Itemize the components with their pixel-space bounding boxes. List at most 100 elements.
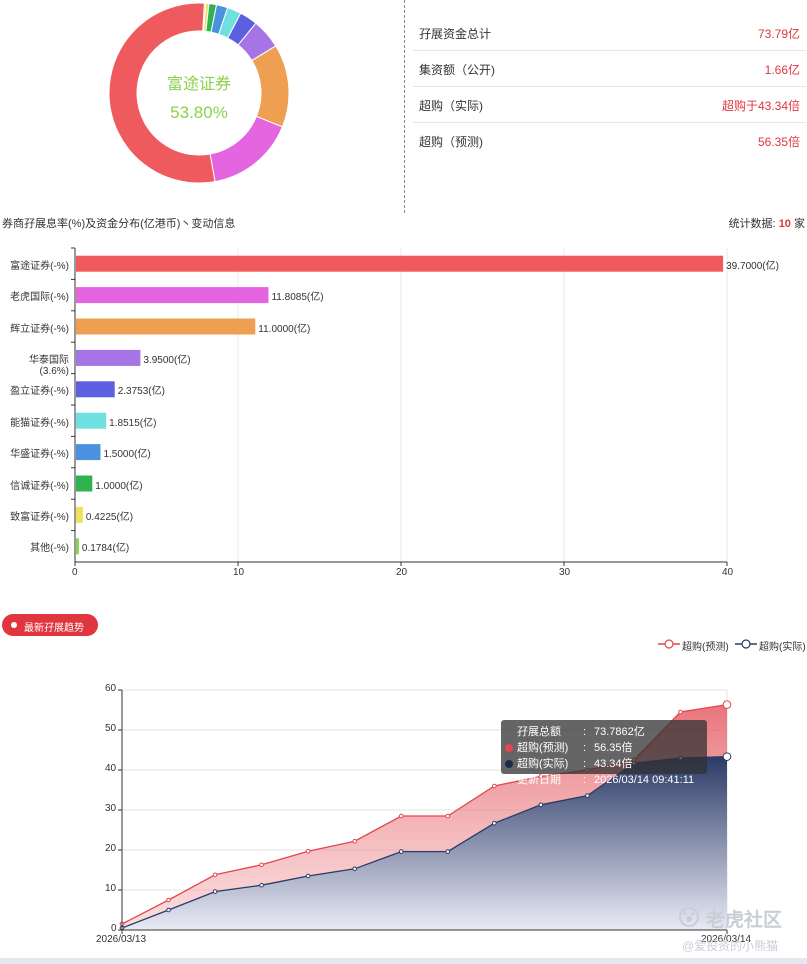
data-point[interactable] xyxy=(259,862,264,868)
y-tick-label: 40 xyxy=(105,763,117,774)
bar-category-label: 华盛证券(-%) xyxy=(10,449,69,461)
tooltip-row-date: 更新日期 : 2026/03/14 09:41:11 xyxy=(501,772,707,788)
bottom-strip xyxy=(0,958,807,964)
summary-label: 集资额（公开) xyxy=(419,63,495,77)
tooltip-row-total: 孖展总额 : 73.7862亿 xyxy=(501,724,707,740)
bar[interactable] xyxy=(76,349,141,366)
data-point[interactable] xyxy=(212,872,218,878)
legend-actual-icon[interactable] xyxy=(734,638,758,650)
data-point[interactable] xyxy=(166,897,171,903)
pill-label: 最新孖展趋势 xyxy=(24,623,84,634)
bar[interactable] xyxy=(76,381,115,398)
data-point[interactable] xyxy=(538,802,544,808)
legend-actual[interactable]: 超购(实际) xyxy=(759,642,806,653)
x-tick-label: 20 xyxy=(396,567,408,578)
line-chart xyxy=(118,689,732,934)
data-point[interactable] xyxy=(492,820,497,826)
predicted-marker-icon xyxy=(505,744,513,752)
tooltip-colon: : xyxy=(583,774,587,786)
donut-slice[interactable] xyxy=(108,2,216,184)
summary-label: 超购（预测) xyxy=(419,135,483,149)
bar-value-label: 0.4225(亿) xyxy=(85,511,134,523)
stat-count: 统计数据: 10 家 xyxy=(729,215,805,231)
watermark-handle: @爱投资的小熊猫 xyxy=(682,939,779,953)
stat-prefix: 统计数据: xyxy=(728,218,779,230)
bar[interactable] xyxy=(76,506,83,523)
watermark-brand: 老虎社区 xyxy=(706,910,783,931)
bar-value-label: 39.7000(亿) xyxy=(726,260,779,272)
bar-chart xyxy=(71,247,728,566)
tooltip-value: 2026/03/14 09:41:11 xyxy=(594,774,695,786)
bar[interactable] xyxy=(76,444,101,461)
data-point[interactable] xyxy=(305,873,311,879)
x-start-label: 2026/03/13 xyxy=(96,934,147,945)
bar[interactable] xyxy=(76,412,107,429)
bar-value-label: 1.8515(亿) xyxy=(109,417,157,429)
legend-predicted-icon[interactable] xyxy=(657,638,681,650)
data-point[interactable] xyxy=(445,849,451,854)
data-point[interactable] xyxy=(445,813,451,819)
summary-value: 56.35倍 xyxy=(757,135,800,149)
legend-predicted[interactable]: 超购(预测) xyxy=(682,642,729,653)
tooltip-key: 更新日期 xyxy=(517,774,561,786)
data-point[interactable] xyxy=(259,882,264,888)
bar-value-label: 11.8085(亿) xyxy=(271,292,324,304)
y-tick-label: 60 xyxy=(105,683,117,694)
bar-category-label: 盈立证券(-%) xyxy=(10,386,69,398)
tooltip-value: 56.35倍 xyxy=(594,742,633,754)
summary-value: 1.66亿 xyxy=(764,63,800,77)
summary-value: 超购于43.34倍 xyxy=(721,99,800,113)
data-point[interactable] xyxy=(722,752,732,761)
bar-value-label: 2.3753(亿) xyxy=(117,386,165,398)
bar-category-label: 华泰国际(3.6%) xyxy=(29,354,69,377)
data-point[interactable] xyxy=(352,838,357,844)
y-tick-label: 0 xyxy=(111,923,117,934)
divider xyxy=(404,0,405,213)
donut-slice[interactable] xyxy=(209,115,284,183)
bar[interactable] xyxy=(76,475,93,492)
bar[interactable] xyxy=(76,287,269,304)
bar[interactable] xyxy=(76,538,79,555)
x-end-label: 2026/03/14 xyxy=(701,934,752,945)
tooltip-colon: : xyxy=(583,726,587,738)
data-point[interactable] xyxy=(305,848,311,854)
tooltip-value: 73.7862亿 xyxy=(594,726,645,738)
summary-row-total: 孖展资金总计 73.79亿 xyxy=(413,14,806,51)
data-point[interactable] xyxy=(538,774,544,779)
x-tick-label: 10 xyxy=(233,567,245,578)
tooltip-colon: : xyxy=(583,758,587,770)
tooltip-value: 43.34倍 xyxy=(594,758,633,770)
tooltip-key: 孖展总额 xyxy=(517,726,561,738)
bar-value-label: 1.5000(亿) xyxy=(103,449,151,461)
data-point[interactable] xyxy=(398,849,404,854)
bar-category-label: 致富证券(-%) xyxy=(10,511,69,523)
summary-label: 超购（实际) xyxy=(419,99,483,113)
data-point[interactable] xyxy=(166,907,171,913)
x-tick-label: 0 xyxy=(72,567,78,578)
y-tick-label: 50 xyxy=(105,723,117,734)
data-point[interactable] xyxy=(212,889,218,894)
data-point[interactable] xyxy=(678,709,683,715)
bar-category-label: 信诚证券(-%) xyxy=(10,480,69,492)
bar-value-label: 3.9500(亿) xyxy=(143,354,191,366)
bar[interactable] xyxy=(76,255,724,272)
summary-label: 孖展资金总计 xyxy=(419,27,492,41)
bar[interactable] xyxy=(76,318,256,335)
x-tick-label: 30 xyxy=(559,567,571,578)
tooltip-row-predicted: 超购(预测) : 56.35倍 xyxy=(501,740,707,756)
data-point[interactable] xyxy=(398,813,404,819)
summary-value: 73.79亿 xyxy=(757,27,800,41)
pill-dot-icon xyxy=(11,622,17,628)
bar-category-label: 能猫证券(-%) xyxy=(10,417,69,429)
data-point[interactable] xyxy=(492,783,497,789)
trend-pill[interactable]: 最新孖展趋势 xyxy=(2,614,98,636)
data-point[interactable] xyxy=(722,700,732,709)
tooltip-key: 超购(实际) xyxy=(517,758,569,770)
bar-category-label: 老虎国际(-%) xyxy=(10,292,69,304)
data-point[interactable] xyxy=(585,793,590,798)
donut-chart xyxy=(108,2,290,184)
bar-category-label: 富途证券(-%) xyxy=(10,260,69,272)
bar-value-label: 0.1784(亿) xyxy=(81,543,130,555)
summary-row-predicted: 超购（预测) 56.35倍 xyxy=(413,122,806,158)
data-point[interactable] xyxy=(352,866,357,872)
